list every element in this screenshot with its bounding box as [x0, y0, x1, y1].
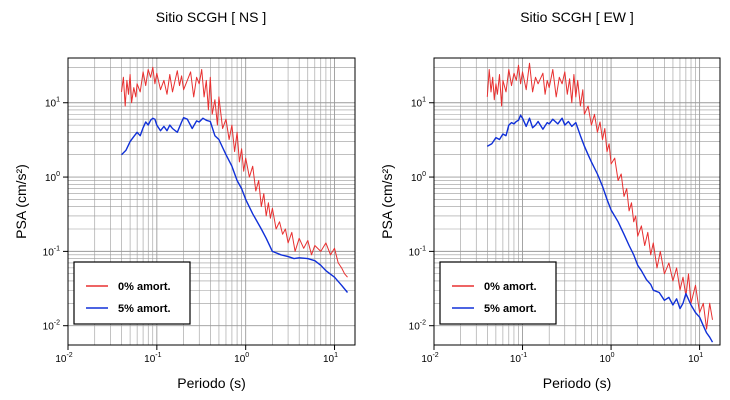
- y-tick-base: 10: [43, 247, 55, 258]
- x-tick-label: 10-2: [55, 352, 72, 365]
- chart-title: Sitio SCGH [ EW ]: [520, 9, 634, 25]
- x-tick-base: 10: [688, 354, 700, 365]
- x-tick-label: 10-2: [421, 352, 438, 365]
- x-tick-label: 10-1: [144, 352, 161, 365]
- y-tick-base: 10: [409, 247, 421, 258]
- chart-panel-2: Sitio SCGH [ EW ]10-2 10-1 100 10110-210-11…: [379, 9, 721, 391]
- y-tick-label: 101: [411, 97, 426, 110]
- x-tick-exponent: -1: [155, 352, 161, 359]
- x-tick-exponent: 1: [334, 352, 338, 359]
- x-tick-exponent: 0: [245, 352, 249, 359]
- chart-title: Sitio SCGH [ NS ]: [156, 9, 266, 25]
- y-tick-base: 10: [45, 173, 57, 184]
- series-line-damped: [121, 116, 349, 293]
- y-tick-base: 10: [409, 322, 421, 333]
- series-line-undamped: [486, 62, 713, 330]
- y-tick-exponent: 1: [56, 97, 60, 104]
- legend-label: 0% amort.: [484, 281, 537, 293]
- y-tick-label: 10-1: [409, 245, 426, 258]
- y-tick-exponent: -1: [420, 245, 426, 252]
- x-tick-base: 10: [55, 354, 67, 365]
- y-tick-exponent: -1: [54, 245, 60, 252]
- x-tick-label: 10-1: [510, 352, 527, 365]
- x-tick-exponent: 0: [611, 352, 615, 359]
- y-axis-label: PSA (cm/s²): [13, 164, 29, 239]
- chart-panel-1: Sitio SCGH [ NS ]10-2 10-1 100 10110-210-11…: [13, 9, 356, 391]
- y-axis-label: PSA (cm/s²): [379, 164, 395, 239]
- y-tick-label: 100: [45, 171, 60, 184]
- x-tick-exponent: -2: [432, 352, 438, 359]
- x-tick-label: 100: [600, 352, 615, 365]
- legend-label: 0% amort.: [118, 281, 171, 293]
- x-tick-exponent: -2: [66, 352, 72, 359]
- x-tick-exponent: 1: [699, 352, 703, 359]
- y-tick-label: 101: [45, 97, 60, 110]
- y-tick-base: 10: [45, 99, 57, 110]
- y-tick-exponent: -2: [54, 320, 60, 327]
- x-tick-base: 10: [600, 354, 612, 365]
- legend-label: 5% amort.: [118, 303, 171, 315]
- y-tick-exponent: 1: [422, 97, 426, 104]
- legend: 0% amort. 5% amort.: [439, 261, 557, 325]
- x-tick-base: 10: [510, 354, 522, 365]
- series-line-damped: [486, 114, 714, 343]
- y-tick-exponent: -2: [420, 320, 426, 327]
- y-tick-base: 10: [43, 322, 55, 333]
- axes-frame: [67, 57, 356, 346]
- legend: 0% amort. 5% amort.: [73, 261, 191, 325]
- x-axis-label: Periodo (s): [543, 375, 611, 391]
- y-tick-exponent: 0: [422, 171, 426, 178]
- x-tick-label: 101: [323, 352, 338, 365]
- y-tick-label: 100: [411, 171, 426, 184]
- x-tick-base: 10: [234, 354, 246, 365]
- y-tick-base: 10: [411, 173, 423, 184]
- x-tick-base: 10: [323, 354, 335, 365]
- legend-box: [73, 261, 191, 325]
- legend-label: 5% amort.: [484, 303, 537, 315]
- y-tick-base: 10: [411, 99, 423, 110]
- legend-box: [439, 261, 557, 325]
- y-tick-label: 10-1: [43, 245, 60, 258]
- y-tick-label: 10-2: [409, 320, 426, 333]
- x-tick-exponent: -1: [521, 352, 527, 359]
- x-axis-label: Periodo (s): [177, 375, 245, 391]
- series-line-undamped: [121, 66, 348, 278]
- x-tick-label: 101: [688, 352, 703, 365]
- y-tick-exponent: 0: [56, 171, 60, 178]
- x-tick-base: 10: [421, 354, 433, 365]
- x-tick-label: 100: [234, 352, 249, 365]
- y-tick-label: 10-2: [43, 320, 60, 333]
- axes-frame: [433, 57, 721, 346]
- x-tick-base: 10: [144, 354, 156, 365]
